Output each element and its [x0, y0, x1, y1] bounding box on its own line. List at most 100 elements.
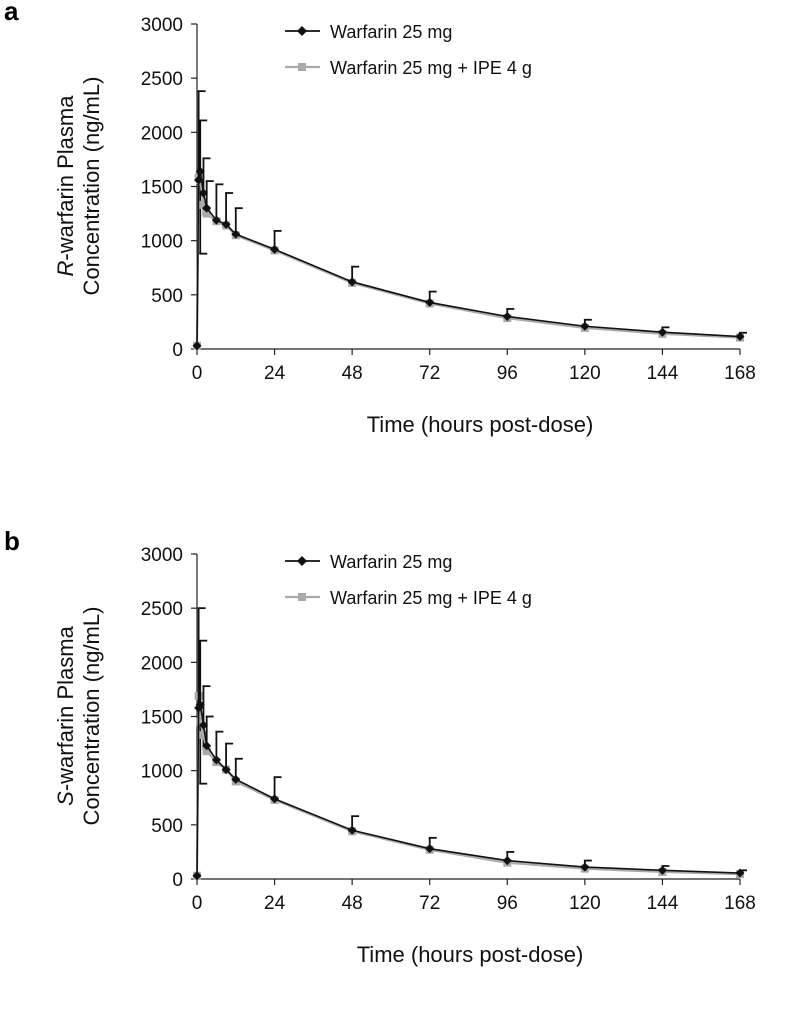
x-tick-label: 96: [497, 893, 518, 914]
legend-marker-series-2: [298, 63, 306, 71]
data-point: [231, 774, 241, 784]
data-point: [425, 297, 435, 307]
series-line: [196, 701, 741, 876]
chart-panel-a: a 0 500 1000 1500 2000 2500 3000 0 24 48 72 96 120 14…: [0, 0, 786, 485]
data-point: [657, 865, 667, 875]
data-point: [580, 862, 590, 872]
y-axis-title-text: -warfarin Plasma: [53, 95, 78, 261]
data-point: [735, 332, 745, 342]
series-1: [192, 607, 747, 881]
data-point: [502, 856, 512, 866]
data-point: [199, 200, 208, 209]
y-axis-title-text: -warfarin Plasma: [53, 625, 78, 791]
data-point: [202, 741, 212, 751]
data-point: [270, 244, 280, 254]
y-axis-title-line-2: Concentration (ng/mL): [79, 607, 104, 826]
legend-marker-series-1: [297, 26, 307, 36]
chart-a: a 0 500 1000 1500 2000 2500 3000 0 24 48 72 96 120 14…: [4, 0, 756, 437]
legend: Warfarin 25 mg Warfarin 25 mg + IPE 4 g: [285, 552, 532, 608]
panel-label: a: [4, 0, 19, 26]
data-point: [195, 700, 205, 710]
x-tick-label: 24: [264, 363, 286, 384]
y-axis-title-line-1: S-warfarin Plasma: [53, 625, 78, 805]
chart-panel-b: b 0 500 1000 1500 2000 2500 3000 0 24 48 72 96 120 14…: [0, 530, 786, 1015]
data-point: [425, 844, 435, 854]
y-axis-title-prefix: R: [53, 260, 78, 276]
y-tick-label: 3000: [141, 15, 183, 36]
y-tick-label: 0: [172, 870, 183, 891]
x-tick-label: 168: [724, 893, 756, 914]
data-point: [231, 229, 241, 239]
data-point: [198, 720, 208, 730]
series-2: [193, 691, 744, 880]
x-tick-label: 24: [264, 893, 286, 914]
y-tick-label: 1000: [141, 762, 183, 783]
y-axis-title-line-1: R-warfarin Plasma: [53, 95, 78, 277]
y-tick-label: 1000: [141, 232, 183, 253]
legend-marker-series-1: [297, 556, 307, 566]
y-tick-label: 3000: [141, 545, 183, 566]
y-tick-label: 0: [172, 340, 183, 361]
x-tick-label: 0: [192, 893, 203, 914]
y-tick-label: 500: [151, 816, 183, 837]
data-point: [347, 277, 357, 287]
data-point: [202, 203, 212, 213]
legend-label-series-1: Warfarin 25 mg: [330, 552, 452, 572]
x-tick-label: 96: [497, 363, 518, 384]
data-point: [192, 341, 202, 351]
data-point: [196, 717, 205, 726]
x-tick-label: 72: [419, 363, 440, 384]
panel-label: b: [4, 530, 20, 556]
y-axis-title-prefix: S: [53, 791, 78, 806]
series-line: [196, 171, 741, 346]
y-tick-label: 1500: [141, 178, 183, 199]
x-tick-label: 144: [647, 893, 679, 914]
plot-area: [192, 90, 747, 351]
y-axis-title-line-2: Concentration (ng/mL): [79, 77, 104, 296]
plot-area: [192, 607, 747, 881]
data-point: [270, 794, 280, 804]
series-line: [195, 174, 741, 346]
y-tick-label: 2500: [141, 599, 183, 620]
data-point: [211, 215, 221, 225]
x-tick-label: 144: [647, 363, 679, 384]
y-tick-label: 1500: [141, 708, 183, 729]
x-tick-label: 120: [569, 893, 601, 914]
data-point: [202, 209, 211, 218]
chart-b: b 0 500 1000 1500 2000 2500 3000 0 24 48 72 96 120 14…: [4, 530, 756, 967]
legend: Warfarin 25 mg Warfarin 25 mg + IPE 4 g: [285, 22, 532, 78]
legend-marker-series-2: [298, 593, 306, 601]
data-point: [211, 755, 221, 765]
legend-label-series-2: Warfarin 25 mg + IPE 4 g: [330, 588, 532, 608]
y-tick-label: 2000: [141, 123, 183, 144]
data-point: [195, 166, 205, 176]
x-tick-label: 0: [192, 363, 203, 384]
series-1: [192, 90, 747, 351]
data-point: [221, 219, 231, 229]
series-line: [195, 695, 741, 876]
y-tick-label: 2000: [141, 653, 183, 674]
series-2: [193, 173, 744, 350]
legend-label-series-2: Warfarin 25 mg + IPE 4 g: [330, 58, 532, 78]
data-point: [221, 765, 231, 775]
legend-label-series-1: Warfarin 25 mg: [330, 22, 452, 42]
y-tick-label: 2500: [141, 69, 183, 90]
x-axis-title: Time (hours post-dose): [367, 412, 594, 437]
data-point: [735, 868, 745, 878]
y-tick-label: 500: [151, 286, 183, 307]
x-tick-label: 48: [342, 363, 363, 384]
data-point: [202, 747, 211, 756]
data-point: [657, 327, 667, 337]
data-point: [194, 175, 204, 185]
x-tick-label: 48: [342, 893, 363, 914]
x-tick-label: 120: [569, 363, 601, 384]
data-point: [502, 312, 512, 321]
data-point: [199, 730, 208, 739]
x-axis-title: Time (hours post-dose): [357, 942, 584, 967]
data-point: [198, 188, 208, 198]
data-point: [194, 703, 204, 713]
x-tick-label: 72: [419, 893, 440, 914]
data-point: [192, 871, 202, 881]
data-point: [580, 321, 590, 331]
data-point: [347, 825, 357, 835]
